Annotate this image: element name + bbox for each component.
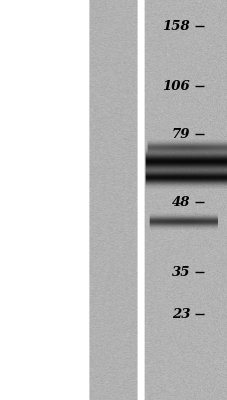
Text: 48: 48 bbox=[171, 196, 190, 208]
Text: 23: 23 bbox=[171, 308, 190, 320]
Text: 79: 79 bbox=[171, 128, 190, 140]
Text: 158: 158 bbox=[162, 20, 190, 32]
Text: 106: 106 bbox=[162, 80, 190, 92]
Text: 35: 35 bbox=[171, 266, 190, 278]
